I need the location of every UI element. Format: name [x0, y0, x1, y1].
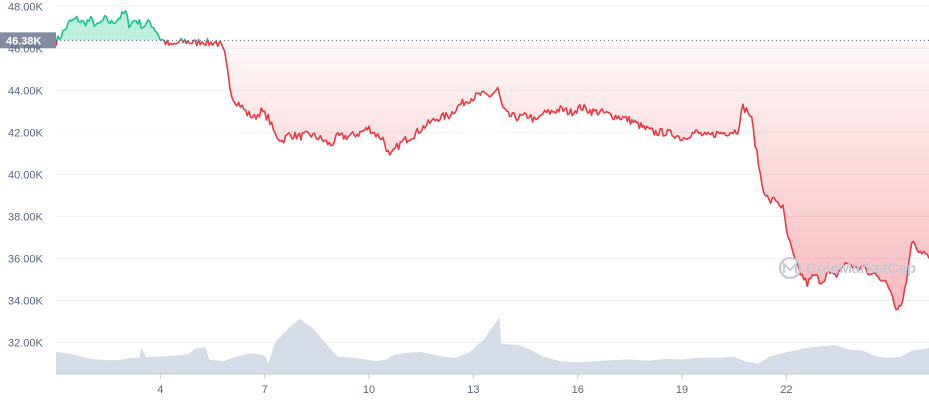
area-below-reference [56, 40, 929, 310]
y-tick-label: 32.00K [8, 337, 44, 349]
x-axis-ticks: 4 7 10 13 16 19 22 [56, 373, 929, 396]
watermark-text: CoinMarketCap [806, 260, 916, 277]
x-tick-label: 19 [676, 384, 688, 396]
reference-label-background [0, 32, 56, 49]
x-tick-label: 16 [572, 384, 584, 396]
x-tick-label: 10 [363, 384, 375, 396]
y-axis-ticks: 48.00K 46.00K 44.00K 42.00K 40.00K 38.00K 36.0… [8, 1, 44, 349]
y-tick-label: 34.00K [8, 295, 44, 307]
price-area-fill [56, 10, 929, 310]
volume-series [56, 317, 929, 374]
reference-line-group: 46.38K [0, 32, 929, 49]
price-line [55, 10, 929, 311]
watermark: CoinMarketCap [778, 256, 916, 280]
y-tick-label: 46.00K [8, 43, 44, 55]
price-line-below [55, 40, 929, 311]
coinmarketcap-logo-icon [778, 256, 802, 280]
x-tick-label: 13 [467, 384, 479, 396]
coinmarketcap-logo-mark [783, 261, 797, 273]
x-tick-label: 22 [780, 384, 792, 396]
y-tick-label: 36.00K [8, 253, 44, 265]
reference-label: 46.38K [6, 35, 42, 47]
y-tick-label: 44.00K [8, 85, 44, 97]
x-tick-label: 4 [157, 384, 163, 396]
area-above-reference [56, 10, 208, 41]
y-tick-label: 48.00K [8, 1, 44, 13]
x-tick-label: 7 [262, 384, 268, 396]
y-tick-label: 42.00K [8, 127, 44, 139]
volume-area [56, 317, 929, 374]
y-tick-label: 40.00K [8, 169, 44, 181]
y-tick-label: 38.00K [8, 211, 44, 223]
